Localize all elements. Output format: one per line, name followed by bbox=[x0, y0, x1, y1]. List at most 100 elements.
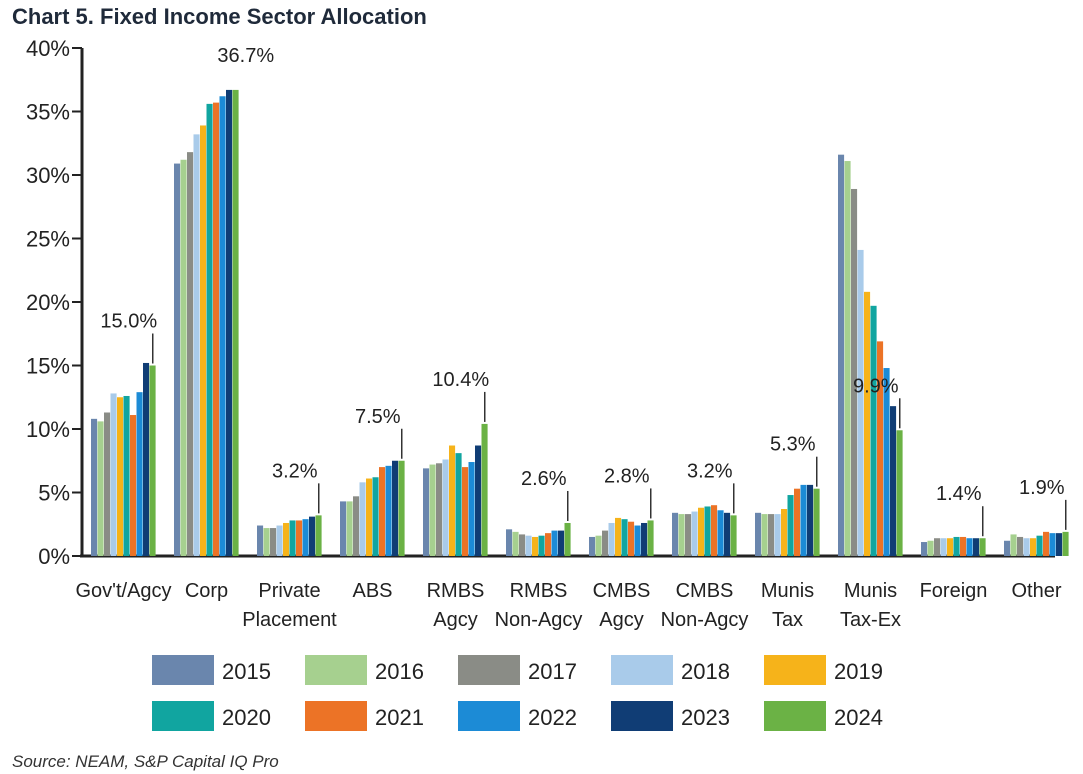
data-label: 3.2% bbox=[272, 460, 318, 482]
bar-2017 bbox=[436, 463, 443, 556]
bar-2019 bbox=[200, 125, 207, 556]
y-tick-label: 5% bbox=[38, 481, 70, 506]
category-label: Gov't/Agcy bbox=[75, 580, 171, 602]
category-label: Agcy bbox=[433, 609, 477, 631]
bar-2015 bbox=[423, 468, 430, 556]
bar-2021 bbox=[1043, 531, 1050, 556]
chart-title: Chart 5. Fixed Income Sector Allocation bbox=[12, 4, 427, 29]
bar-2022 bbox=[800, 484, 807, 556]
bar-2023 bbox=[309, 516, 316, 556]
bar-2018 bbox=[857, 249, 864, 556]
bar-2017 bbox=[187, 152, 194, 556]
bar-2015 bbox=[672, 512, 679, 556]
bar-2021 bbox=[628, 521, 635, 556]
y-tick-label: 10% bbox=[26, 417, 70, 442]
bar-2018 bbox=[110, 393, 117, 556]
bar-2018 bbox=[691, 511, 698, 556]
bar-2021 bbox=[130, 415, 137, 556]
legend-label: 2016 bbox=[375, 659, 424, 684]
bar-2019 bbox=[781, 509, 788, 556]
bar-2022 bbox=[966, 538, 973, 556]
bar-2022 bbox=[219, 96, 226, 556]
legend-swatch-2017 bbox=[458, 655, 520, 685]
bar-2024 bbox=[481, 423, 488, 556]
bar-2023 bbox=[724, 512, 731, 556]
category-label: Agcy bbox=[599, 609, 643, 631]
bar-2022 bbox=[717, 510, 724, 556]
bar-2018 bbox=[276, 525, 283, 556]
bar-2024 bbox=[730, 515, 737, 556]
bar-2019 bbox=[366, 478, 373, 556]
data-label: 10.4% bbox=[432, 369, 489, 391]
category-label: Foreign bbox=[920, 580, 988, 602]
bar-2017 bbox=[768, 514, 775, 556]
bar-2021 bbox=[296, 520, 303, 556]
legend-label: 2015 bbox=[222, 659, 271, 684]
bar-2020 bbox=[455, 453, 462, 556]
data-label: 3.2% bbox=[687, 460, 733, 482]
bar-2017 bbox=[519, 534, 526, 556]
bar-2020 bbox=[123, 395, 130, 556]
bar-2023 bbox=[973, 538, 980, 556]
bar-2018 bbox=[940, 538, 947, 556]
bar-2021 bbox=[794, 488, 801, 556]
bar-2016 bbox=[927, 540, 934, 556]
bar-2016 bbox=[1010, 534, 1017, 556]
bar-2022 bbox=[634, 525, 641, 556]
legend-label: 2023 bbox=[681, 705, 730, 730]
bar-2015 bbox=[838, 154, 845, 556]
bar-2024 bbox=[1062, 531, 1069, 556]
bar-2023 bbox=[641, 522, 648, 556]
bar-2015 bbox=[506, 529, 513, 556]
bar-2023 bbox=[143, 362, 150, 556]
category-label: Private bbox=[258, 580, 320, 602]
bar-2015 bbox=[174, 163, 181, 556]
bar-2015 bbox=[589, 536, 596, 556]
bar-2016 bbox=[512, 531, 519, 556]
bar-2021 bbox=[213, 102, 220, 557]
legend-swatch-2019 bbox=[764, 655, 826, 685]
bar-2023 bbox=[226, 89, 233, 556]
data-label: 1.9% bbox=[1019, 477, 1065, 499]
bar-2020 bbox=[704, 506, 711, 556]
bar-2018 bbox=[525, 535, 532, 556]
bar-2017 bbox=[270, 528, 277, 556]
category-label: RMBS bbox=[427, 580, 485, 602]
data-label: 9.9% bbox=[853, 375, 899, 397]
chart-source: Source: NEAM, S&P Capital IQ Pro bbox=[12, 752, 279, 771]
bar-2015 bbox=[921, 542, 928, 556]
bar-2017 bbox=[602, 530, 609, 556]
data-label: 2.8% bbox=[604, 465, 650, 487]
legend-label: 2022 bbox=[528, 705, 577, 730]
bar-2019 bbox=[947, 538, 954, 556]
bar-2017 bbox=[685, 514, 692, 556]
bar-2015 bbox=[91, 418, 98, 556]
legend-swatch-2020 bbox=[152, 701, 214, 731]
data-label: 5.3% bbox=[770, 434, 816, 456]
bar-2022 bbox=[302, 519, 309, 556]
bar-2023 bbox=[392, 460, 399, 556]
data-label: 2.6% bbox=[521, 468, 567, 490]
bar-2017 bbox=[1017, 536, 1024, 556]
bar-2016 bbox=[761, 514, 768, 556]
bar-2016 bbox=[595, 535, 602, 556]
bar-2019 bbox=[449, 445, 456, 556]
data-label: 15.0% bbox=[100, 311, 157, 333]
bar-2016 bbox=[844, 161, 851, 556]
bar-2019 bbox=[117, 397, 124, 556]
bar-2018 bbox=[193, 134, 200, 557]
bar-2020 bbox=[206, 103, 213, 556]
bar-2020 bbox=[621, 519, 628, 556]
bar-2022 bbox=[1049, 533, 1056, 556]
bar-2020 bbox=[787, 495, 794, 556]
category-label: Placement bbox=[242, 609, 337, 631]
bar-2016 bbox=[97, 421, 104, 556]
bar-2017 bbox=[851, 188, 858, 556]
category-label: Other bbox=[1011, 580, 1061, 602]
bar-2019 bbox=[864, 291, 871, 556]
category-label: CMBS bbox=[593, 580, 651, 602]
bar-2016 bbox=[346, 501, 353, 556]
bar-2019 bbox=[532, 536, 539, 556]
bar-2024 bbox=[315, 515, 322, 556]
bar-2021 bbox=[960, 536, 967, 556]
